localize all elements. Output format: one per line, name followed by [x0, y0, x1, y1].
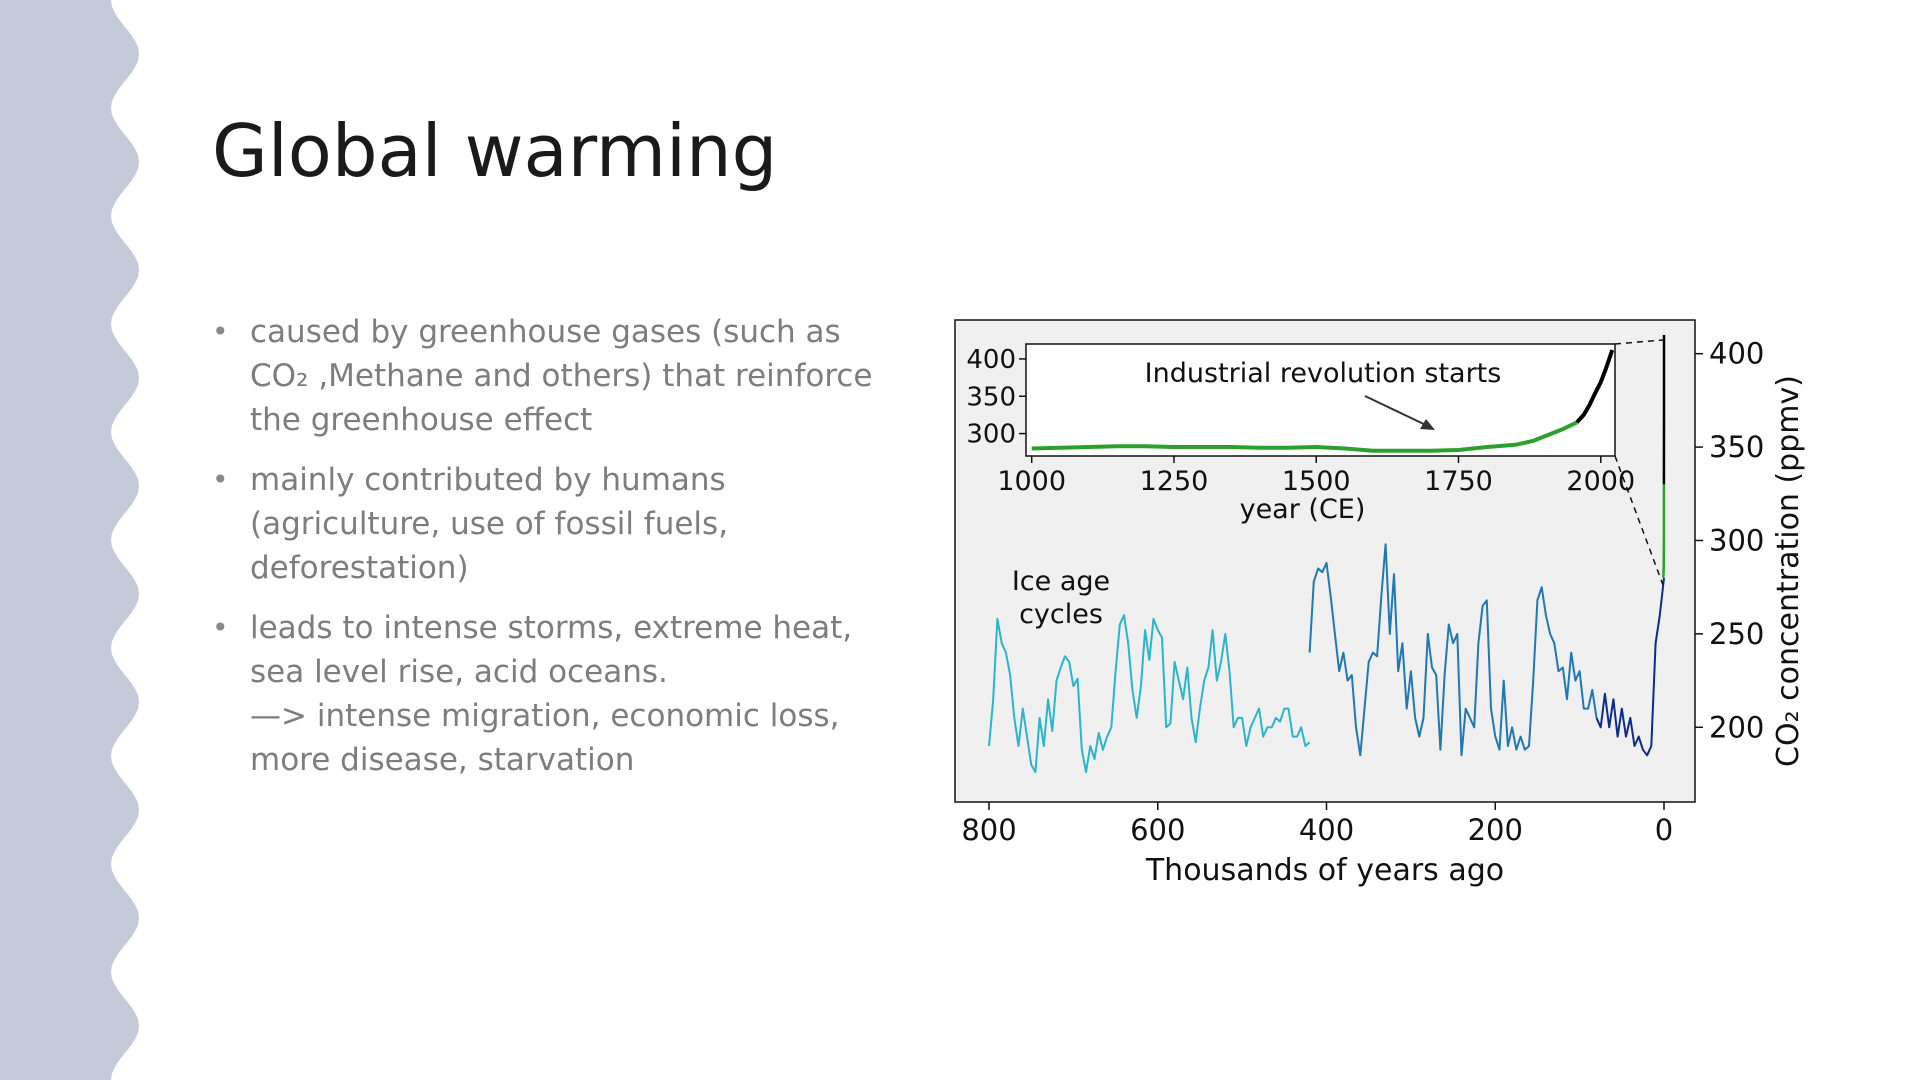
industrial-revolution-annotation: Industrial revolution starts — [1145, 358, 1502, 389]
ice-age-annotation: Ice age — [1012, 566, 1110, 597]
bullet-item: • caused by greenhouse gases (such as CO… — [212, 310, 892, 442]
inset-plot-area — [1025, 343, 1616, 457]
y-tick-label: 300 — [1709, 523, 1764, 557]
x-tick-label: 400 — [1299, 813, 1354, 847]
bullet-item: • mainly contributed by humans (agricult… — [212, 458, 892, 590]
bullet-item: • leads to intense storms, extreme heat,… — [212, 606, 892, 782]
series-line — [1308, 543, 1598, 757]
bullet-text: mainly contributed by humans (agricultur… — [250, 462, 729, 586]
bullet-text: leads to intense storms, extreme heat, s… — [250, 610, 853, 778]
slide-title: Global warming — [212, 109, 778, 193]
inset-y-tick-label: 350 — [966, 382, 1016, 412]
inset-series-line — [1031, 420, 1578, 453]
y-axis-label: CO₂ concentration (ppmv) — [1771, 375, 1806, 767]
x-axis-label: Thousands of years ago — [1145, 853, 1504, 888]
x-tick-label: 200 — [1468, 813, 1523, 847]
ice-age-annotation: cycles — [1019, 599, 1103, 630]
x-tick-label: 0 — [1655, 813, 1673, 847]
inset-y-tick-label: 300 — [966, 420, 1016, 450]
co2-chart-figure: 800 600 400 200 0 Thousands of years ago 200 25… — [940, 300, 1840, 920]
bullet-text: caused by greenhouse gases (such as CO₂ … — [250, 314, 873, 438]
inset-y-tick-label: 400 — [966, 345, 1016, 375]
inset-x-tick-label: 2000 — [1566, 466, 1635, 497]
decorative-wave-border — [0, 0, 139, 1080]
zoom-connector — [1614, 339, 1664, 345]
bullet-symbol: • — [212, 463, 229, 496]
bullet-symbol: • — [212, 611, 229, 644]
bullet-list: • caused by greenhouse gases (such as CO… — [212, 310, 892, 798]
inset-x-tick-label: 1750 — [1424, 466, 1493, 497]
x-tick-label: 800 — [961, 813, 1016, 847]
series-line — [1595, 577, 1665, 757]
x-tick-label: 600 — [1130, 813, 1185, 847]
zoom-connector — [1614, 455, 1664, 586]
y-tick-label: 250 — [1709, 617, 1764, 651]
y-tick-label: 350 — [1709, 430, 1764, 464]
inset-x-tick-label: 1000 — [997, 466, 1066, 497]
annotation-arrow-line — [1364, 395, 1433, 429]
inset-x-tick-label: 1250 — [1140, 466, 1209, 497]
bullet-symbol: • — [212, 315, 229, 348]
series-line — [1661, 484, 1666, 578]
y-tick-label: 200 — [1709, 710, 1764, 744]
y-tick-label: 400 — [1709, 337, 1764, 371]
annotation-arrow-head — [1420, 419, 1435, 430]
wave-shape — [0, 0, 139, 1080]
series-line — [988, 614, 1311, 774]
inset-series-line — [1575, 349, 1615, 424]
inset-x-axis-label: year (CE) — [1240, 494, 1366, 525]
inset-x-tick-label: 1500 — [1282, 466, 1351, 497]
